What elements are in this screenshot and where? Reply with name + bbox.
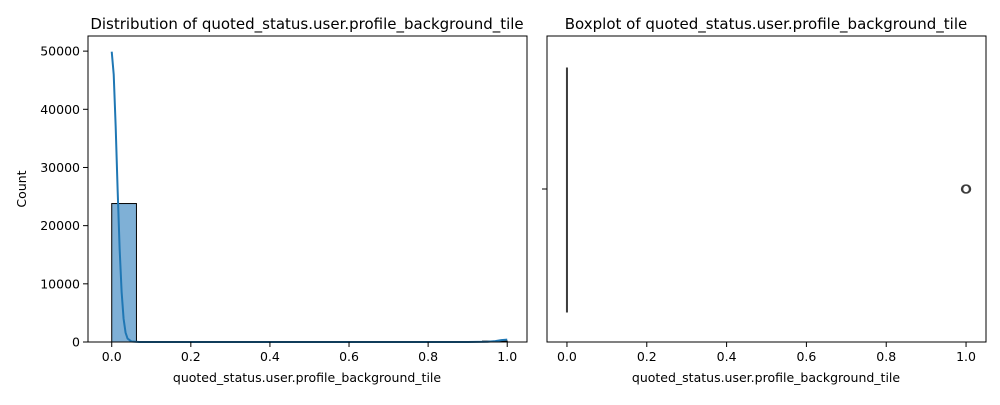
boxplot-frame (546, 35, 987, 343)
histogram-y-label: Count (14, 170, 29, 207)
boxplot-marks (565, 67, 972, 313)
y-tick-label: 10000 (40, 276, 80, 291)
histogram-x-ticks: 0.0 0.2 0.4 0.6 0.8 1.0 (102, 342, 517, 364)
x-tick-label: 0.2 (181, 349, 201, 364)
histogram-title: Distribution of quoted_status.user.profi… (90, 15, 523, 34)
x-tick-label: 0.6 (339, 349, 359, 364)
x-tick-label: 1.0 (956, 349, 976, 364)
histogram-frame (87, 35, 528, 343)
boxplot-x-ticks: 0.0 0.2 0.4 0.6 0.8 1.0 (557, 342, 976, 364)
histogram-y-ticks: 0 10000 20000 30000 40000 50000 (40, 44, 88, 350)
y-tick-label: 40000 (40, 102, 80, 117)
x-tick-label: 0.6 (796, 349, 816, 364)
x-tick-label: 0.4 (260, 349, 280, 364)
histogram-x-label: quoted_status.user.profile_background_ti… (173, 370, 442, 385)
histogram-panel: Distribution of quoted_status.user.profi… (14, 15, 528, 385)
boxplot-panel: Boxplot of quoted_status.user.profile_ba… (542, 15, 987, 385)
boxplot-title: Boxplot of quoted_status.user.profile_ba… (565, 15, 967, 34)
x-tick-label: 0.0 (557, 349, 577, 364)
boxplot-outlier (960, 184, 971, 194)
x-tick-label: 0.4 (717, 349, 737, 364)
x-tick-label: 0.0 (102, 349, 122, 364)
kde-line (110, 51, 508, 343)
histogram-bars (111, 203, 508, 343)
y-tick-label: 50000 (40, 44, 80, 59)
y-tick-label: 30000 (40, 160, 80, 175)
y-tick-label: 20000 (40, 218, 80, 233)
y-tick-label: 0 (72, 335, 80, 350)
x-tick-label: 0.8 (418, 349, 438, 364)
x-tick-label: 0.2 (637, 349, 657, 364)
x-tick-label: 1.0 (497, 349, 517, 364)
boxplot-x-label: quoted_status.user.profile_background_ti… (632, 370, 901, 385)
x-tick-label: 0.8 (876, 349, 896, 364)
